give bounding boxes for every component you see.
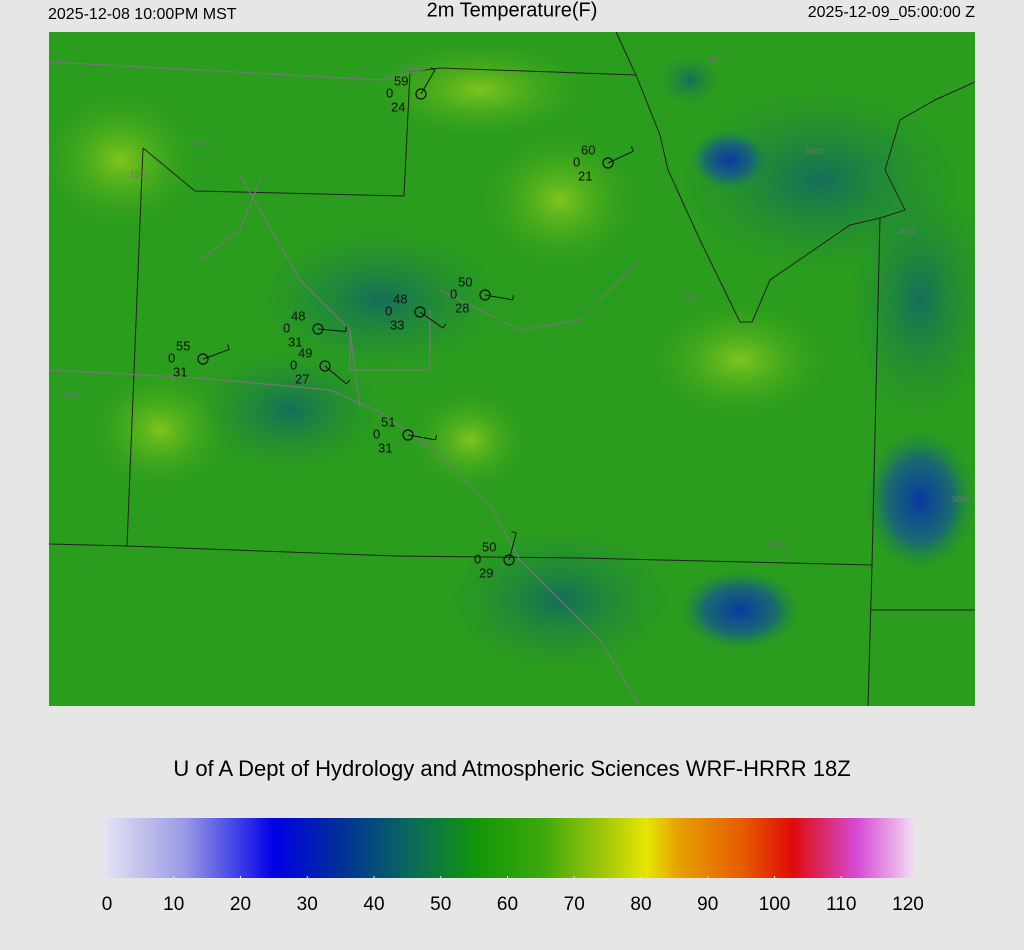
temperature: 51 <box>381 414 395 429</box>
dewpoint: 33 <box>390 317 404 332</box>
temperature: 50 <box>458 274 472 289</box>
temperature: 60 <box>581 142 595 157</box>
dewpoint: 27 <box>295 371 309 386</box>
colorbar-tick-label: 60 <box>497 894 518 915</box>
colorbar <box>104 818 914 878</box>
contour-label: 2000 <box>62 390 80 399</box>
wind-speed: 0 <box>168 350 175 365</box>
colorbar-tick-label: 120 <box>892 894 924 915</box>
contour-label: 4000 <box>707 55 725 64</box>
wind-speed: 0 <box>573 154 580 169</box>
station-circle <box>414 306 426 318</box>
station-circle <box>503 554 515 566</box>
title: 2m Temperature(F) <box>427 0 598 21</box>
wind-barb-tick <box>227 344 230 350</box>
wind-barb-tick <box>435 434 437 440</box>
colorbar-tick-label: 70 <box>564 894 585 915</box>
dewpoint: 29 <box>479 565 493 580</box>
contour-label: 3000 <box>683 295 701 304</box>
dewpoint: 24 <box>391 99 405 114</box>
valid-utc: 2025-12-09_05:00:00 Z <box>808 4 975 21</box>
colorbar-tick-label: 10 <box>163 894 184 915</box>
station-circle <box>312 323 324 335</box>
wind-barb-tick <box>346 379 351 385</box>
station-circle <box>602 157 614 169</box>
dewpoint: 31 <box>378 440 392 455</box>
contour-label: 1500 <box>193 138 211 147</box>
dewpoint: 31 <box>288 334 302 349</box>
colorbar-tick-label: 110 <box>826 894 856 915</box>
credit: U of A Dept of Hydrology and Atmospheric… <box>173 756 850 781</box>
colorbar-tick-label: 30 <box>297 894 318 915</box>
colorbar-tick-label: 40 <box>363 894 384 915</box>
valid-local: 2025-12-08 10:00PM MST <box>48 6 237 23</box>
temperature: 49 <box>298 345 312 360</box>
contour-label: 5000 <box>952 495 970 504</box>
wind-speed: 0 <box>474 551 481 566</box>
dewpoint: 31 <box>173 364 187 379</box>
contour-label: 2000 <box>400 65 418 74</box>
contour-label: 1500 <box>130 170 148 179</box>
colorbar-tick-label: 80 <box>630 894 651 915</box>
temperature: 59 <box>394 73 408 88</box>
wind-speed: 0 <box>290 357 297 372</box>
temperature: 55 <box>176 338 190 353</box>
contour-label: 4000 <box>898 227 916 236</box>
station-circle <box>197 353 209 365</box>
dewpoint: 28 <box>455 300 469 315</box>
temperature: 50 <box>482 539 496 554</box>
station-circle <box>319 360 331 372</box>
wind-speed: 0 <box>386 85 393 100</box>
temperature: 48 <box>393 291 407 306</box>
station-circle <box>415 88 427 100</box>
wind-barb-tick <box>511 531 517 534</box>
temperature: 48 <box>291 308 305 323</box>
wind-speed: 0 <box>283 320 290 335</box>
wind-speed: 0 <box>385 303 392 318</box>
colorbar-tick-label: 20 <box>230 894 251 915</box>
wind-barb-tick <box>430 66 436 71</box>
wind-barb-tick <box>442 323 447 329</box>
map <box>49 32 975 706</box>
station-circle <box>402 429 414 441</box>
wind-speed: 0 <box>450 286 457 301</box>
station-circle <box>479 289 491 301</box>
contour-label: 4000 <box>768 540 786 549</box>
colorbar-tick-label: 50 <box>430 894 451 915</box>
colorbar-tick-label: 90 <box>697 894 718 915</box>
colorbar-tick-label: 0 <box>102 894 113 915</box>
wind-speed: 0 <box>373 426 380 441</box>
wind-barb-tick <box>630 146 634 152</box>
contour-label: 3500 <box>805 147 823 156</box>
colorbar-tick-label: 100 <box>759 894 791 915</box>
wind-barb-tick <box>512 294 514 300</box>
dewpoint: 21 <box>578 168 592 183</box>
